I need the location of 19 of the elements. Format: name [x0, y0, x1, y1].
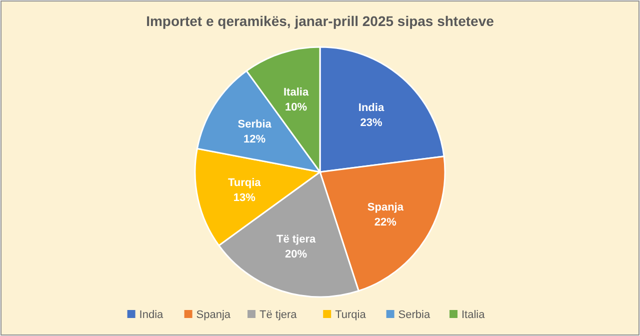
data-label: 12%	[244, 133, 266, 146]
legend-label: Turqia	[335, 309, 367, 321]
legend-label: India	[139, 309, 164, 321]
chart-title: Importet e qeramikës, janar-prill 2025 sipas shteteve	[146, 13, 494, 29]
slice-label: Italia	[284, 86, 310, 98]
slice-label: Spanja	[367, 202, 404, 214]
legend-label: Serbia	[398, 309, 431, 321]
data-label: 10%	[285, 101, 308, 114]
legend-label: Italia	[462, 309, 486, 321]
slice-label: Të tjera	[276, 234, 316, 246]
legend-label: Të tjera	[260, 309, 298, 321]
data-label: 13%	[233, 192, 256, 204]
data-label: 20%	[285, 248, 308, 261]
slice-label: India	[358, 102, 385, 114]
slice-label: Serbia	[238, 118, 272, 130]
data-label: 22%	[374, 216, 397, 229]
slice-label: Turqia	[228, 176, 262, 189]
data-label: 23%	[360, 116, 382, 129]
legend-label: Spanja	[196, 309, 232, 321]
